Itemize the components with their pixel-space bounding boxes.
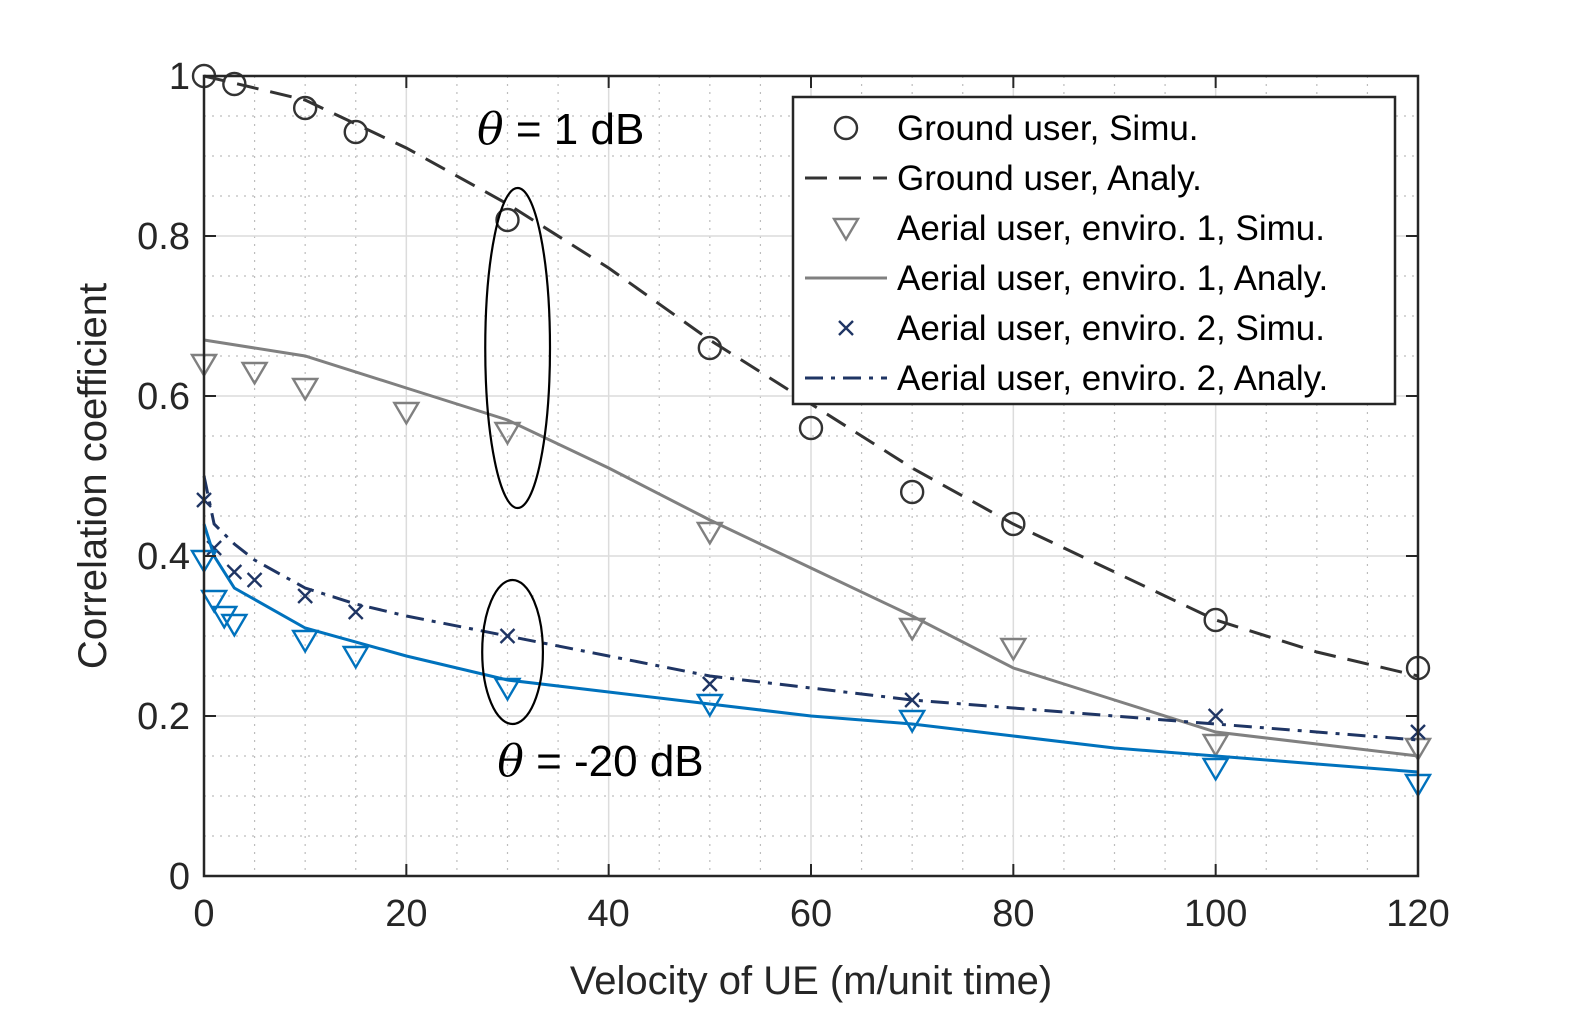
x-tick-label: 120 — [1386, 893, 1449, 935]
data-point — [695, 521, 724, 546]
data-point — [1001, 511, 1026, 537]
data-point — [495, 207, 520, 233]
series-7 — [202, 523, 1419, 774]
legend-label: Ground user, Simu. — [897, 109, 1199, 148]
data-point — [220, 613, 249, 638]
annotation-label: θ = -20 dB — [497, 736, 703, 787]
data-point — [904, 692, 921, 708]
data-point — [898, 617, 927, 642]
x-tick-label: 40 — [588, 893, 630, 935]
y-tick-label: 0.6 — [137, 376, 190, 418]
y-tick-label: 0.8 — [137, 216, 190, 258]
data-point — [999, 637, 1028, 662]
data-point — [899, 479, 925, 505]
y-axis-label: Correlation coefficient — [71, 283, 115, 669]
annotation-text: = 1 dB — [504, 105, 645, 154]
series-5 — [202, 475, 1419, 742]
legend-label: Aerial user, enviro. 2, Simu. — [897, 309, 1325, 348]
data-point — [1203, 607, 1228, 633]
data-point — [1201, 757, 1230, 782]
data-point — [341, 645, 370, 670]
annotation-layer: θ = 1 dBθ = -20 dB — [477, 104, 704, 787]
legend-label: Aerial user, enviro. 2, Analy. — [897, 359, 1328, 398]
data-point — [291, 629, 320, 654]
data-point — [898, 709, 927, 734]
annotation-ellipse — [481, 578, 545, 726]
minor-grid — [204, 76, 1418, 876]
series-3 — [203, 338, 1419, 758]
y-tick-label: 0.2 — [137, 696, 190, 738]
data-point — [701, 676, 718, 692]
legend: Ground user, Simu. Ground user, Analy. Aer… — [791, 95, 1397, 406]
series-2 — [189, 353, 1433, 762]
data-point — [347, 604, 364, 620]
annotation-ellipse — [484, 186, 552, 510]
annotation-symbol: θ — [497, 736, 523, 787]
legend-label: Aerial user, enviro. 1, Analy. — [897, 259, 1328, 298]
y-tick-label: 0.4 — [137, 536, 190, 578]
y-tick-label: 1 — [169, 56, 190, 98]
annotation-text: = -20 dB — [524, 737, 704, 786]
x-tick-label: 100 — [1184, 893, 1247, 935]
data-point — [1207, 708, 1224, 724]
x-tick-label: 80 — [992, 893, 1034, 935]
data-point — [392, 401, 421, 426]
legend-label: Aerial user, enviro. 1, Simu. — [897, 209, 1325, 248]
series-line — [202, 523, 1419, 774]
annotation-symbol: θ — [477, 104, 504, 155]
series-line — [202, 475, 1419, 742]
series-line — [203, 338, 1419, 758]
x-tick-label: 20 — [385, 893, 427, 935]
legend-box — [791, 95, 1397, 406]
legend-marker — [831, 217, 861, 242]
y-tick-label: 0 — [169, 856, 190, 898]
x-tick-label: 60 — [790, 893, 832, 935]
data-point — [200, 589, 229, 614]
data-point — [226, 564, 243, 580]
annotation-label: θ = 1 dB — [477, 104, 644, 155]
data-point — [343, 119, 368, 145]
data-point — [240, 361, 269, 386]
data-point — [210, 605, 239, 630]
x-axis-label: Velocity of UE (m/unit time) — [570, 959, 1052, 1003]
data-point — [292, 95, 318, 121]
data-point — [798, 415, 824, 441]
data-point — [222, 71, 247, 97]
data-point — [493, 421, 522, 446]
data-point — [291, 377, 320, 402]
legend-marker — [833, 115, 859, 141]
data-point — [246, 572, 263, 588]
legend-label: Ground user, Analy. — [897, 159, 1202, 198]
x-tick-label: 0 — [193, 893, 214, 935]
axes-layer: 0 20 40 60 80 100 120 0 0.2 0.4 0.6 0.8 1 Velocity of… — [71, 56, 1450, 1003]
data-point — [297, 588, 314, 604]
legend-marker — [838, 320, 854, 336]
data-point — [1201, 733, 1230, 758]
